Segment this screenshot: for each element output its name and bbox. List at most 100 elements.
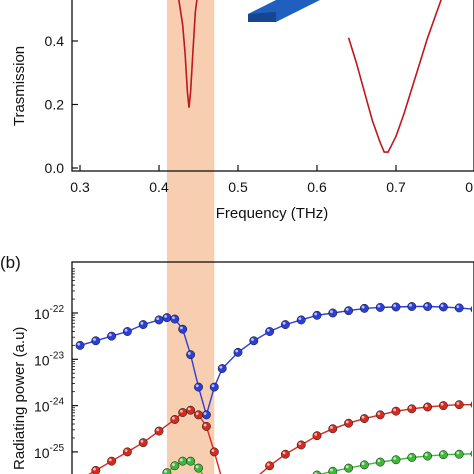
panel-b-data-point [312,431,322,441]
panel-a-plot-frame [71,0,474,172]
panel-a-x-tick-label: 0.7 [386,179,406,195]
panel-b-point-highlight [77,342,81,346]
panel-b-data-point [423,402,433,412]
panel-b-data-point [407,302,417,311]
panel-b-data-point [438,450,448,460]
panel-b-data-point [407,404,417,414]
panel-b-point-highlight [266,328,270,332]
panel-b-data-point [344,463,354,473]
panel-a-series-line-right-dip [347,0,442,153]
panel-b-point-highlight [330,310,333,314]
panel-b-data-point [178,324,188,334]
panel-b-point-highlight [187,458,191,462]
panel-b-point-highlight [156,317,160,321]
panel-b-point-highlight [377,412,381,415]
panel-a-series-line-left-dip [178,0,198,108]
panel-a-y-tick-label: 0.4 [45,33,65,49]
panel-b-point-highlight [409,406,412,409]
panel-b-data-point [138,320,148,330]
panel-b-data-point [201,421,211,431]
panel-b-data-point [280,320,290,330]
panel-b-point-highlight [172,463,175,466]
panel-b-data-point [217,364,227,374]
panel-b-data-point [107,331,117,341]
panel-b-data-point [91,465,101,474]
panel-a-x-tick-label: 0.8 [465,179,474,195]
panel-b-point-highlight [393,408,397,412]
panel-b-data-point [170,461,180,471]
panel-b-point-highlight [298,317,302,321]
panel-b-data-point [438,401,448,411]
panel-b-plot-frame [71,261,474,474]
panel-b-point-highlight [456,305,460,309]
panel-b-data-point [375,302,385,312]
panel-b-point-highlight [164,470,168,473]
panel-b-data-point [91,336,101,346]
panel-b-point-highlight [409,303,412,307]
panel-b-point-highlight [282,451,286,455]
panel-b-data-point [423,451,433,461]
panel-b-data-point [122,447,132,457]
panel-b-data-point [107,456,117,466]
panel-b-data-point [344,418,354,428]
panel-b-point-highlight [187,407,191,411]
panel-b-point-highlight [282,321,286,325]
panel-b-data-point [423,302,433,311]
panel-b-point-highlight [345,307,349,311]
panel-b-data-point [209,447,219,457]
panel-b-point-highlight [180,326,183,330]
panel-b-data-point [391,406,401,416]
panel-b-data-point [178,408,188,417]
panel-b-radiating-power-chart: (b) 10-22 10-23 10-24 10-25 Radiating power… [0,253,474,474]
panel-b-data-point [194,463,203,473]
panel-b-point-highlight [203,423,207,427]
panel-b-data-point [359,414,369,424]
panel-b-data-point [170,314,180,324]
highlight-band [166,0,215,474]
panel-b-point-highlight [440,451,444,455]
panel-b-data-point [75,340,85,350]
panel-b-series-line [79,305,472,418]
panel-b-point-highlight [361,462,365,465]
panel-b-point-highlight [172,416,175,420]
panel-b-point-highlight [93,467,96,471]
panel-b-data-point [296,440,306,450]
panel-b-point-highlight [251,338,254,341]
panel-b-data-point [328,466,338,474]
panel-b-point-highlight [195,384,199,388]
panel-b-point-highlight [180,409,183,413]
panel-b-data-point [209,382,219,392]
panel-b-data-point [194,410,203,420]
panel-b-series-line [88,404,472,474]
panel-b-data-point [454,400,464,410]
panel-b-point-highlight [330,468,333,472]
panel-b-y-tick-label: 10-24 [34,397,64,415]
panel-b-data-point [170,415,180,424]
panel-b-point-highlight [203,412,207,415]
panel-b-data-point [470,306,472,313]
panel-b-point-highlight [424,453,428,457]
panel-b-point-highlight [140,321,144,325]
panel-b-point-highlight [314,432,318,436]
panel-b-point-highlight [108,333,112,337]
panel-a-y-tick-label: 0.0 [45,160,65,176]
panel-b-point-highlight [377,304,381,308]
panel-b-point-highlight [393,304,397,308]
panel-b-data-point [296,315,306,325]
panel-b-data-point [201,410,211,420]
panel-b-data-point [454,303,464,313]
panel-b-point-highlight [440,402,444,406]
panel-b-data-point [359,460,369,470]
panel-a-x-tick-label: 0.4 [149,179,169,195]
panel-b-point-highlight [187,351,191,355]
panel-b-point-highlight [361,305,365,309]
panel-b-point-highlight [345,465,349,469]
panel-b-point-highlight [314,312,318,316]
panel-b-point-highlight [180,458,183,462]
panel-a-x-axis-label: Frequency (THz) [216,205,329,222]
panel-b-point-highlight [140,439,144,443]
panel-b-data-point [391,302,401,312]
panel-b-data-point [359,303,369,313]
panel-b-data-point [138,438,148,448]
